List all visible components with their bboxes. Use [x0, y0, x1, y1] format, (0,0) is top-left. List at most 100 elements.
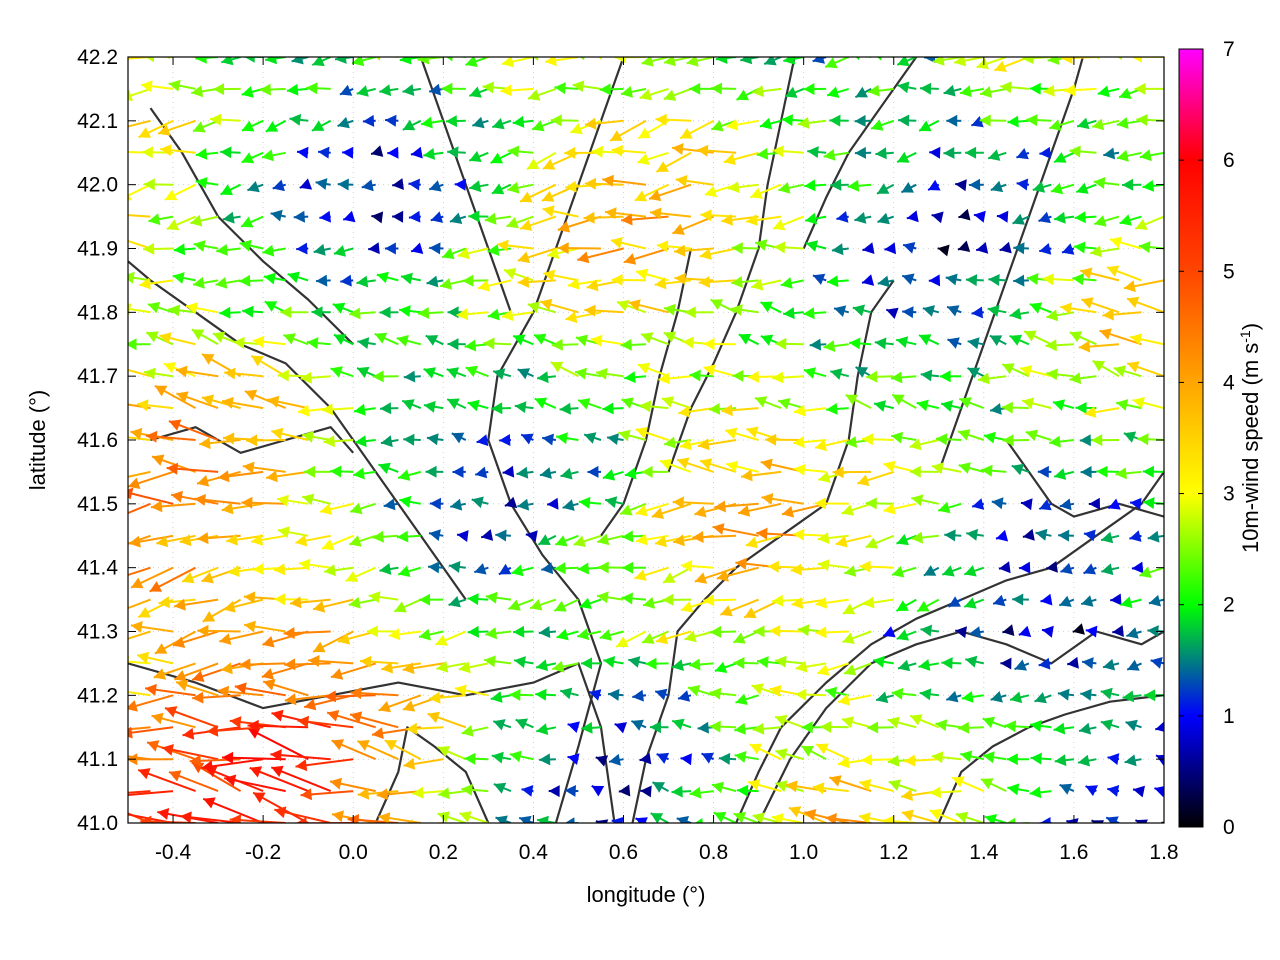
wind-arrow	[961, 691, 984, 703]
x-tick-label: 1.4	[969, 841, 999, 864]
wind-arrow	[602, 402, 624, 415]
wind-arrow	[860, 753, 894, 766]
wind-arrow	[303, 694, 354, 711]
wind-arrow	[1021, 397, 1052, 410]
wind-arrow	[128, 791, 129, 793]
wind-arrow	[161, 744, 219, 761]
wind-arrow	[854, 86, 872, 99]
colorbar-tick-label: 6	[1223, 149, 1235, 172]
wind-arrow	[250, 534, 286, 546]
wind-arrow	[955, 811, 985, 823]
wind-arrow	[298, 558, 331, 571]
contour-line	[735, 471, 1164, 823]
wind-arrow	[727, 181, 759, 194]
wind-arrow	[321, 403, 354, 416]
wind-arrow	[1037, 465, 1052, 478]
wind-arrow	[996, 210, 1009, 223]
wind-arrow	[861, 274, 875, 286]
wind-arrow	[861, 433, 894, 446]
wind-arrow	[1019, 561, 1031, 574]
wind-arrow	[380, 435, 399, 448]
wind-arrow	[971, 306, 984, 319]
wind-arrow	[164, 706, 219, 729]
wind-arrow	[628, 299, 669, 314]
wind-arrow	[176, 391, 219, 410]
wind-arrow	[788, 806, 827, 823]
wind-arrow	[608, 753, 624, 766]
wind-arrow	[191, 328, 219, 346]
wind-arrow	[191, 662, 241, 682]
wind-arrow	[1038, 243, 1052, 255]
x-axis-ticks: -0.4 -0.2 0.0 0.2 0.4 0.6 0.8 1.0 1.2 1.4 1.6 1.8	[155, 57, 1179, 864]
wind-arrow	[1109, 236, 1142, 250]
wind-arrow	[1100, 719, 1120, 731]
wind-arrow	[402, 119, 422, 131]
wind-arrow	[829, 775, 872, 793]
wind-arrow	[958, 397, 985, 410]
wind-arrow	[815, 626, 849, 639]
wind-arrow	[803, 367, 827, 379]
wind-arrow	[826, 86, 849, 98]
wind-arrow	[635, 426, 669, 441]
wind-arrow	[842, 630, 872, 644]
wind-arrow	[543, 269, 579, 282]
wind-arrow	[356, 85, 376, 97]
wind-arrow	[145, 430, 196, 443]
wind-arrow	[517, 247, 557, 264]
wind-arrow	[896, 629, 917, 641]
wind-arrow	[368, 242, 380, 255]
wind-arrow	[588, 689, 602, 701]
wind-arrow	[301, 493, 331, 506]
wind-arrow	[1085, 625, 1098, 638]
wind-arrow	[634, 183, 669, 202]
wind-arrow	[356, 275, 376, 288]
wind-arrow	[990, 180, 1007, 193]
wind-arrow	[817, 559, 849, 571]
wind-arrow	[284, 693, 331, 706]
wind-arrow	[452, 465, 466, 478]
wind-arrow	[323, 435, 354, 448]
wind-arrow	[689, 82, 714, 95]
wind-arrow	[888, 779, 917, 793]
wind-arrow	[882, 626, 896, 638]
wind-arrow	[461, 725, 489, 737]
wind-arrow	[1129, 497, 1142, 510]
wind-arrow	[737, 502, 782, 517]
contour-line	[149, 107, 354, 346]
wind-arrow	[983, 431, 1007, 444]
wind-arrow	[606, 433, 624, 445]
wind-arrow	[877, 212, 895, 225]
wind-arrow	[830, 368, 849, 380]
wind-arrow	[1026, 114, 1052, 127]
wind-arrow	[740, 469, 782, 482]
wind-arrow	[1102, 658, 1120, 671]
wind-arrow	[370, 145, 384, 157]
wind-arrow	[904, 754, 939, 767]
wind-arrow	[128, 727, 129, 729]
wind-arrow	[1092, 359, 1120, 378]
wind-arrow	[130, 566, 174, 589]
wind-arrow	[783, 307, 804, 320]
wind-arrow	[392, 178, 404, 190]
wind-arrow	[1060, 302, 1097, 315]
wind-arrow	[1129, 530, 1142, 542]
wind-arrow	[195, 177, 219, 189]
wind-arrow	[274, 593, 309, 606]
wind-arrow	[581, 657, 601, 670]
wind-arrow	[988, 274, 1007, 286]
wind-arrow	[1105, 816, 1120, 823]
wind-arrow	[378, 694, 422, 713]
wind-arrow	[372, 370, 399, 383]
wind-arrow	[509, 689, 534, 701]
wind-arrow	[534, 397, 557, 410]
wind-arrow	[284, 658, 331, 671]
wind-arrow	[752, 722, 782, 735]
wind-arrow	[951, 776, 985, 793]
wind-arrow	[324, 690, 376, 703]
wind-arrow	[498, 563, 512, 576]
wind-arrow	[1134, 215, 1164, 230]
wind-arrow	[331, 739, 377, 761]
wind-arrow	[321, 534, 354, 551]
wind-arrow	[945, 273, 962, 286]
